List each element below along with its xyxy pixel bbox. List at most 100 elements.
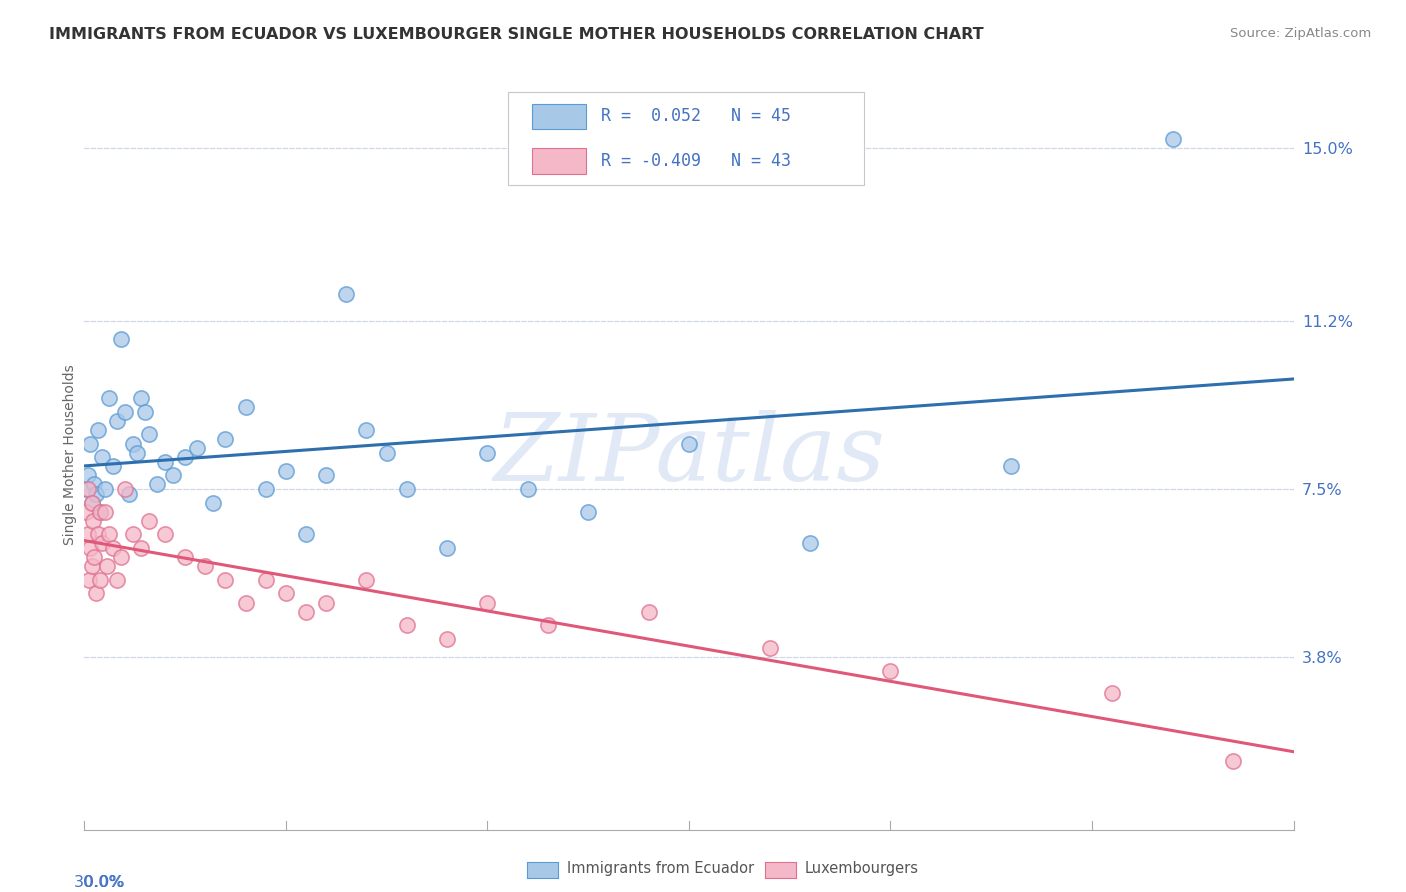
Point (162, 468, 184, 483)
Point (153, 455, 176, 469)
Point (82, 559, 104, 574)
Point (76, 527, 98, 541)
Point (87, 527, 110, 541)
Point (82, 495, 104, 509)
Point (254, 573, 277, 587)
Point (758, 640, 780, 655)
Bar (531, 103, 586, 129)
Point (335, 286, 357, 301)
Point (86, 486, 108, 500)
Point (395, 482, 418, 496)
Point (1161, 132, 1184, 146)
Point (77, 573, 100, 587)
Point (436, 541, 458, 555)
Point (295, 605, 318, 619)
Point (82, 514, 104, 528)
Point (194, 559, 217, 574)
Point (89, 573, 111, 587)
Point (105, 414, 128, 428)
Point (375, 445, 398, 459)
Point (678, 436, 700, 450)
Point (235, 595, 257, 609)
Point (254, 482, 277, 496)
Point (114, 405, 136, 419)
Point (356, 573, 378, 587)
Point (80, 495, 103, 509)
Point (315, 468, 337, 483)
Point (537, 618, 560, 632)
Point (121, 436, 143, 450)
Point (637, 605, 659, 619)
Point (356, 423, 378, 437)
Point (77, 482, 100, 496)
Point (153, 527, 176, 541)
Point (105, 573, 128, 587)
Point (436, 632, 458, 646)
Point (138, 427, 160, 442)
Point (129, 541, 152, 555)
Point (174, 550, 197, 565)
Point (96, 559, 118, 574)
Point (799, 536, 821, 550)
Point (477, 595, 499, 609)
Point (114, 482, 136, 496)
Point (295, 527, 318, 541)
Point (121, 527, 143, 541)
Point (214, 573, 236, 587)
Point (97, 391, 120, 405)
Point (274, 464, 297, 478)
Point (879, 664, 901, 678)
Point (138, 514, 160, 528)
Text: IMMIGRANTS FROM ECUADOR VS LUXEMBOURGER SINGLE MOTHER HOUSEHOLDS CORRELATION CHA: IMMIGRANTS FROM ECUADOR VS LUXEMBOURGER … (49, 27, 984, 42)
Point (79, 541, 101, 555)
Y-axis label: Single Mother Households: Single Mother Households (63, 365, 77, 545)
Point (101, 541, 124, 555)
Point (125, 445, 148, 459)
Point (516, 482, 538, 496)
Point (101, 459, 124, 474)
Point (97, 527, 120, 541)
Point (1101, 686, 1123, 700)
Point (1222, 755, 1244, 769)
Point (93, 482, 115, 496)
Text: 0.0%: 0.0% (84, 874, 125, 889)
Point (274, 586, 297, 600)
Text: Immigrants from Ecuador: Immigrants from Ecuador (567, 862, 754, 876)
Text: R =  0.052   N = 45: R = 0.052 N = 45 (600, 107, 790, 125)
Point (129, 391, 152, 405)
Point (214, 432, 236, 446)
Point (110, 332, 132, 346)
Point (75, 482, 97, 496)
Point (235, 401, 257, 415)
Point (75, 505, 97, 519)
FancyBboxPatch shape (508, 92, 865, 186)
Point (89, 505, 111, 519)
Point (186, 441, 208, 455)
Point (110, 550, 132, 565)
Point (134, 405, 156, 419)
Point (315, 595, 337, 609)
Point (77, 468, 100, 483)
Point (89, 505, 111, 519)
Point (83, 550, 105, 565)
Text: ZIPatlas: ZIPatlas (494, 410, 884, 500)
Point (79, 436, 101, 450)
Point (91, 450, 114, 465)
Point (87, 423, 110, 437)
Point (202, 495, 225, 509)
Point (83, 477, 105, 491)
Bar (531, 148, 586, 174)
Point (477, 445, 499, 459)
Point (146, 477, 169, 491)
Point (86, 586, 108, 600)
Text: 30.0%: 30.0% (75, 874, 125, 889)
Point (395, 618, 418, 632)
Text: R = -0.409   N = 43: R = -0.409 N = 43 (600, 153, 790, 170)
Point (576, 505, 599, 519)
Point (91, 536, 114, 550)
Point (93, 505, 115, 519)
Text: Source: ZipAtlas.com: Source: ZipAtlas.com (1230, 27, 1371, 40)
Point (118, 486, 141, 500)
Text: Luxembourgers: Luxembourgers (804, 862, 918, 876)
Point (1000, 459, 1022, 474)
